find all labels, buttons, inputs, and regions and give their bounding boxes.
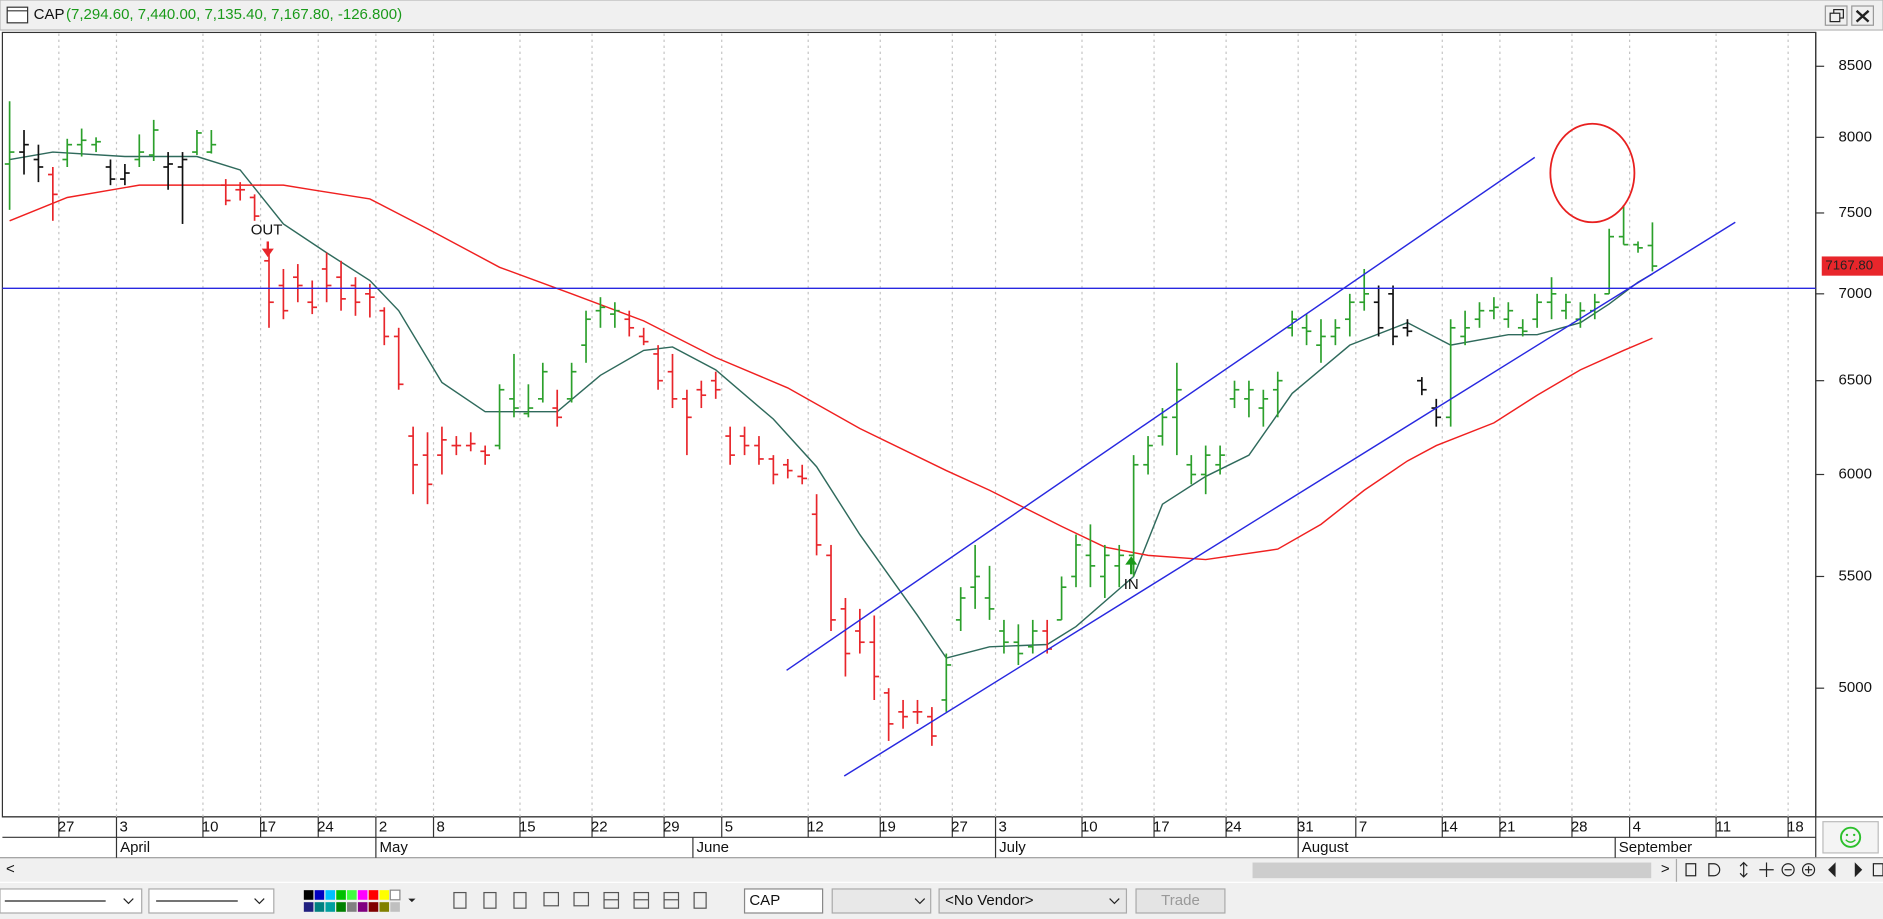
x-tick-label: 5 [725,819,733,836]
restore-button[interactable] [1824,5,1848,26]
x-tick-label: 3 [120,819,128,836]
x-tick-label: 27 [58,819,75,836]
empty-dropdown[interactable] [831,888,932,914]
x-tick-label: 21 [1499,819,1516,836]
tool-buttons[interactable] [453,891,707,909]
x-tick-label: 10 [202,819,219,836]
last-price-box [1821,256,1883,276]
nav-icons[interactable] [1675,858,1883,882]
x-tick-label: 2 [379,819,387,836]
x-tick-label: 27 [951,819,968,836]
x-tick-label: 4 [1633,819,1641,836]
x-tick-label: 29 [663,819,680,836]
trade-button[interactable]: Trade [1135,888,1226,914]
trend-line[interactable] [786,156,1536,671]
y-tick-label: 6500 [1839,372,1872,389]
x-tick-label: 19 [879,819,896,836]
x-tick-label: 28 [1571,819,1588,836]
moving-average [9,151,1653,659]
vendor-text[interactable]: <No Vendor> [945,892,1034,909]
chart-title: CAP [34,6,65,23]
month-label: April [120,839,150,856]
x-tick-label: 24 [317,819,334,836]
y-tick-label: 8000 [1839,128,1872,145]
plot [4,101,1658,746]
month-label: August [1302,839,1350,856]
y-tick-label: 5000 [1839,679,1872,696]
x-tick-label: 31 [1297,819,1314,836]
y-tick-label: 7500 [1839,204,1872,221]
x-tick-label: 8 [437,819,445,836]
y-tick-label: 7000 [1839,285,1872,302]
in-label: IN [1124,576,1139,593]
title-bar [0,0,1883,31]
x-tick-label: 3 [999,819,1007,836]
color-palette[interactable] [303,889,416,912]
y-tick-label: 5500 [1839,567,1872,584]
grid: 27 3 10 17 24 2 8 15 22 29 5 12 19 27 3 10 17 24 31 7 14 21 28… [58,33,1804,858]
out-label: OUT [251,222,283,239]
smiley-icon[interactable] [1822,821,1879,854]
line-style-dropdown[interactable] [0,888,143,914]
symbol-text[interactable]: CAP [749,892,780,909]
trade-text[interactable]: Trade [1161,892,1200,909]
circle-annotation[interactable] [1549,122,1636,224]
chart-title-values: (7,294.60, 7,440.00, 7,135.40, 7,167.80,… [66,6,402,23]
x-tick-label: 14 [1441,819,1458,836]
month-label: July [999,839,1026,856]
x-tick-label: 10 [1081,819,1098,836]
x-tick-label: 7 [1359,819,1367,836]
month-label: September [1619,839,1692,856]
vendor-dropdown[interactable]: <No Vendor> [938,888,1128,914]
trend-line[interactable] [843,221,1736,777]
line-width-dropdown[interactable] [148,888,275,914]
x-tick-label: 12 [807,819,824,836]
x-tick-label: 11 [1715,819,1731,836]
y-tick-label: 6000 [1839,465,1872,482]
scroll-right[interactable]: > [1661,861,1670,878]
scroll-left[interactable]: < [6,861,15,878]
window-icon [6,6,29,24]
out-arrow [261,241,274,258]
in-arrow [1125,556,1138,575]
x-tick-label: 17 [1153,819,1170,836]
moving-average [9,184,1653,561]
scroll-thumb[interactable] [1252,862,1652,879]
symbol-field[interactable]: CAP [743,888,824,914]
month-label: May [379,839,408,856]
y-tick-label: 8500 [1839,57,1872,74]
x-tick-label: 17 [259,819,276,836]
x-tick-label: 18 [1787,819,1804,836]
close-button[interactable] [1851,5,1874,26]
x-tick-label: 22 [591,819,608,836]
price-axis: 5000 5500 6000 6500 7000 7500 8000 8500 7167.80 [1815,57,1883,696]
x-tick-label: 15 [519,819,536,836]
month-label: June [697,839,730,856]
last-price-label: 7167.80 [1825,258,1873,273]
x-tick-label: 24 [1225,819,1242,836]
drawings: OUT IN [2,122,1816,777]
